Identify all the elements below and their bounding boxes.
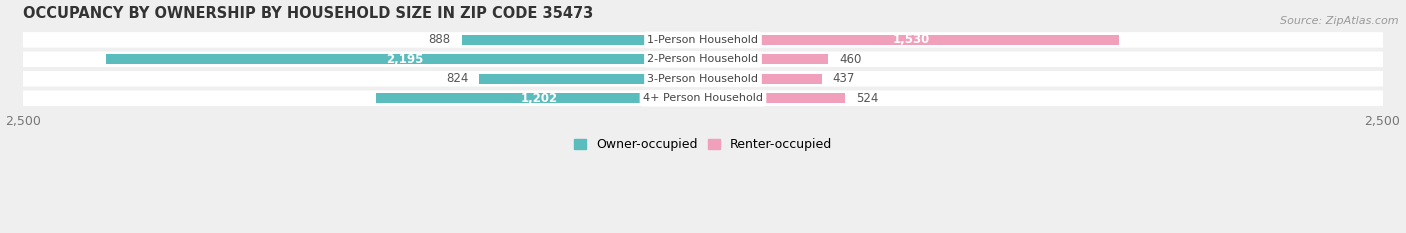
Text: 524: 524: [856, 92, 879, 105]
Bar: [479, 74, 703, 84]
Bar: [703, 54, 828, 64]
Text: 888: 888: [429, 33, 451, 46]
FancyBboxPatch shape: [21, 32, 1385, 48]
Text: 1,202: 1,202: [522, 92, 558, 105]
Text: 1-Person Household: 1-Person Household: [648, 35, 758, 45]
Text: 2-Person Household: 2-Person Household: [647, 54, 759, 64]
Text: 4+ Person Household: 4+ Person Household: [643, 93, 763, 103]
FancyBboxPatch shape: [21, 71, 1385, 86]
Text: 460: 460: [839, 53, 862, 66]
FancyBboxPatch shape: [21, 90, 1385, 106]
Text: 2,195: 2,195: [387, 53, 423, 66]
Bar: [703, 93, 845, 103]
Text: 437: 437: [832, 72, 855, 85]
Text: 1,530: 1,530: [893, 33, 929, 46]
FancyBboxPatch shape: [21, 51, 1385, 67]
Bar: [377, 93, 703, 103]
Bar: [703, 74, 821, 84]
Text: OCCUPANCY BY OWNERSHIP BY HOUSEHOLD SIZE IN ZIP CODE 35473: OCCUPANCY BY OWNERSHIP BY HOUSEHOLD SIZE…: [24, 6, 593, 21]
Legend: Owner-occupied, Renter-occupied: Owner-occupied, Renter-occupied: [568, 133, 838, 156]
Text: 824: 824: [446, 72, 468, 85]
Bar: [107, 54, 703, 64]
Text: 3-Person Household: 3-Person Household: [648, 74, 758, 84]
Bar: [461, 35, 703, 45]
Text: Source: ZipAtlas.com: Source: ZipAtlas.com: [1281, 16, 1399, 26]
Bar: [703, 35, 1119, 45]
